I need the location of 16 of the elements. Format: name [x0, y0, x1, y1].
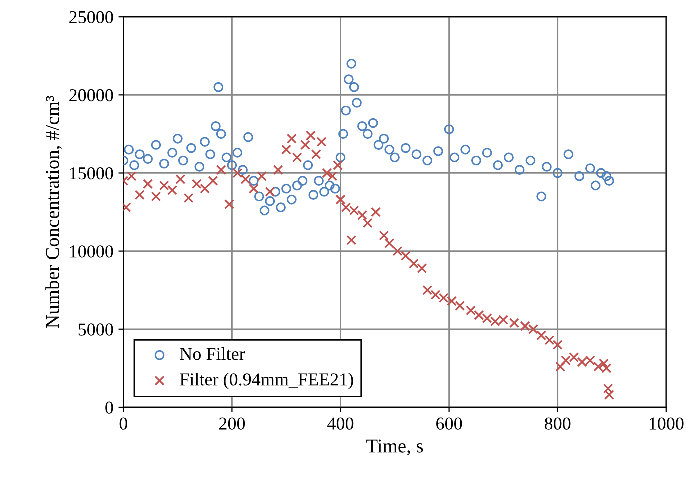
- y-tick-label: 5000: [78, 324, 114, 336]
- y-tick-label: 25000: [70, 11, 114, 24]
- x-tick-label: 800: [544, 418, 571, 430]
- y-tick-label: 0: [106, 402, 114, 414]
- x-tick-label: 1000: [650, 418, 684, 430]
- y-axis-title: Number Concentration, #/cm³: [46, 96, 62, 328]
- x-tick-label: 200: [219, 418, 246, 430]
- x-axis-title: Time, s: [366, 440, 424, 456]
- legend-label: No Filter: [180, 348, 246, 360]
- x-tick-label: 400: [328, 418, 354, 430]
- x-tick-label: 600: [436, 418, 462, 430]
- y-tick-label: 20000: [70, 89, 114, 102]
- y-tick-label: 10000: [70, 246, 114, 258]
- y-tick-label: 15000: [70, 168, 114, 180]
- legend-label: Filter (0.94mm_FEE21): [180, 373, 354, 390]
- x-tick-label: 0: [120, 418, 128, 430]
